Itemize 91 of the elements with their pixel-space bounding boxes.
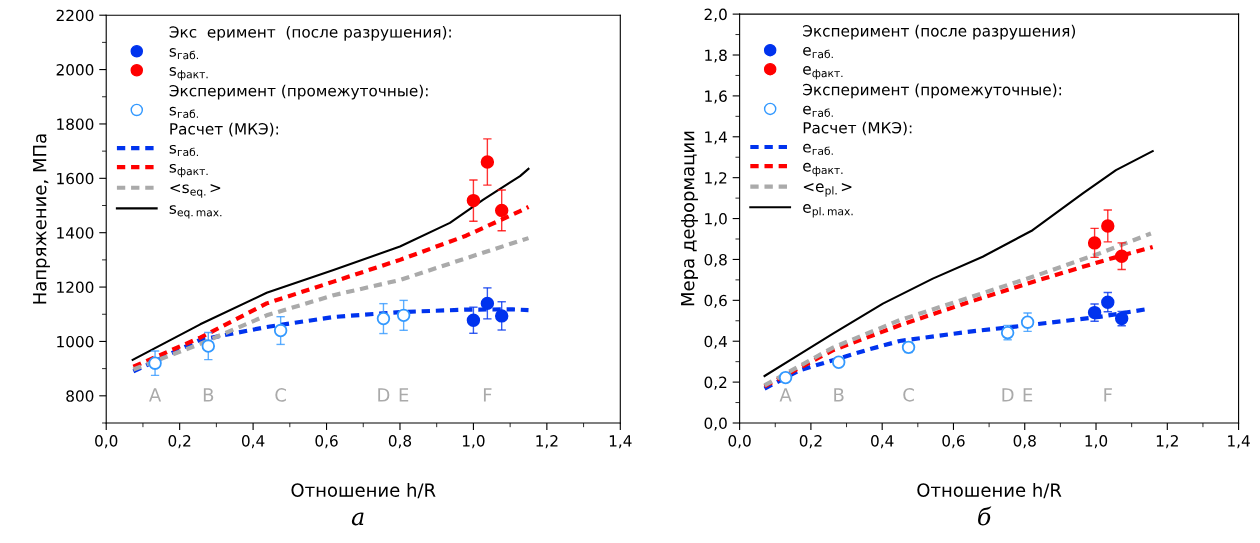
annotation: E [1023,388,1033,402]
legend-label: e$_{габ.}$ [803,46,833,59]
point [201,339,216,353]
x-tick-label: 1,4 [1228,435,1250,449]
y-tick-label: 800 [66,390,94,402]
text: б [978,506,992,526]
annotation: B [834,388,844,402]
point [396,308,411,323]
point [148,356,162,370]
x-tick-label: 0,4 [241,435,265,449]
x-tick-label: 1,0 [462,435,485,449]
point [1101,219,1115,233]
point [831,355,846,369]
y-tick-label: 1000 [57,335,94,348]
y-tick-label: 0,2 [704,376,727,390]
x-axis-title: Отношение h/R [291,482,436,499]
x-tick-label: 0,4 [871,435,894,449]
annotation: C [275,388,286,402]
x-tick-label: 1,2 [536,435,558,449]
y-tick-label: 1,4 [705,131,727,145]
x-tick-label: 0,2 [168,435,191,449]
legend-label: s$_{факт.}$ [169,67,208,81]
y-tick-label: 0,6 [704,294,727,308]
legend-label: e$_{pl.max.}$ [803,204,853,218]
annotation: B [203,388,214,402]
point [273,323,288,338]
legend-label: e$_{габ.}$ [803,143,833,156]
point [466,313,481,327]
legend-label: s$_{eq.max.}$ [169,205,222,219]
y-tick-label: 2,0 [704,8,727,22]
y-tick-label: 2200 [56,9,94,22]
legend-label: e$_{факт.}$ [803,65,843,80]
annotation: Расчет (МКЭ): [803,121,912,136]
y-tick-label: 1600 [57,172,94,185]
annotation: Расчет (МКЭ): [170,122,278,137]
point [376,311,391,326]
legend-label: <e$_{pl.}$> [803,183,852,197]
legend-label: s$_{габ.}$ [169,144,198,157]
y-axis-title: Напряжение, МПа [33,134,50,304]
y-tick-label: 1,0 [705,213,727,227]
y-tick-label: 1400 [57,227,94,239]
x-tick-label: 1,0 [1085,435,1108,449]
x-tick-label: 1,2 [1156,435,1178,449]
point [480,155,495,169]
x-tick-label: 0,8 [1013,435,1036,449]
annotation: D [1002,388,1014,402]
point [494,203,509,218]
legend-label: <s$_{eq.}$> [170,184,221,198]
annotation: E [399,388,409,402]
annotation: Эксперимент (промежуточные): [803,83,1062,99]
y-axis-title: Мера деформации [681,131,698,306]
x-tick-label: 0,2 [799,435,822,449]
point [1114,249,1129,263]
y-tick-label: 0,4 [704,335,727,349]
legend-label: s$_{габ.}$ [169,48,198,60]
y-tick-label: 0,0 [704,417,727,431]
annotation: D [378,388,390,402]
x-tick-label: 0,8 [388,435,412,449]
legend-label: s$_{факт.}$ [169,163,208,178]
annotation: Эксперимент (после разрушения) [803,24,1076,40]
point [1020,315,1035,329]
annotation: Экс еримент (после разрушения): [169,25,451,41]
line-series [131,236,531,372]
annotation: C [903,388,914,402]
x-tick-label: 1,4 [609,435,632,449]
y-tick-label: 1,6 [705,90,727,104]
y-tick-label: 1800 [57,118,94,130]
annotation: F [1104,388,1112,402]
x-tick-label: 0,6 [942,435,965,449]
y-tick-label: 1200 [57,281,94,294]
x-tick-label: 0,0 [95,435,118,449]
annotation: F [483,388,492,402]
point [466,193,481,208]
point [1087,236,1102,250]
point [1101,295,1115,309]
y-tick-label: 0,8 [704,253,727,268]
legend-label: s$_{габ.}$ [169,106,198,118]
annotation: Эксперимент (промежуточные): [169,84,428,100]
point [494,309,509,323]
point [480,296,495,311]
annotation: A [149,388,162,402]
y-tick-label: 1,2 [705,172,727,186]
y-tick-label: 2000 [56,64,94,76]
x-tick-label: 0,0 [728,435,751,449]
legend-label: e$_{факт.}$ [803,162,843,177]
annotation: A [779,388,792,402]
x-tick-label: 0,6 [315,435,338,449]
y-tick-label: 1,8 [705,49,727,63]
text: а [351,512,364,526]
x-axis-title: Отношение h/R [917,482,1062,499]
legend-label: e$_{габ.}$ [803,105,833,117]
